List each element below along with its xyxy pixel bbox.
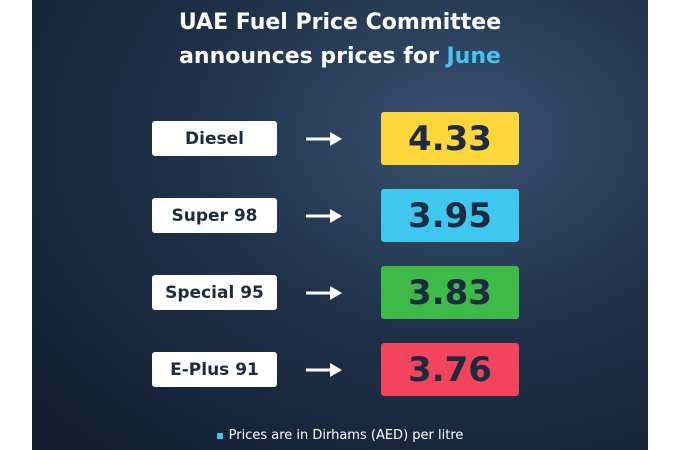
arrow bbox=[304, 208, 344, 224]
arrow-icon bbox=[306, 132, 342, 146]
footnote: Prices are in Dirhams (AED) per litre bbox=[32, 428, 648, 443]
arrow bbox=[304, 131, 344, 147]
panel: UAE Fuel Price Committee announces price… bbox=[32, 0, 648, 450]
arrow-icon bbox=[306, 286, 342, 300]
arrow bbox=[304, 362, 344, 378]
title-text: announces prices for bbox=[179, 44, 439, 69]
title-line: UAE Fuel Price Committee bbox=[178, 10, 502, 35]
title-line: announces prices for June bbox=[32, 40, 648, 74]
price-box: 3.83 bbox=[381, 266, 519, 319]
fuel-label: Special 95 bbox=[152, 275, 277, 310]
price-box: 3.95 bbox=[381, 189, 519, 242]
arrow-icon bbox=[306, 209, 342, 223]
title: UAE Fuel Price Committee announces price… bbox=[32, 6, 648, 74]
fuel-label: Diesel bbox=[152, 121, 277, 156]
price-box: 4.33 bbox=[381, 112, 519, 165]
title-month: June bbox=[446, 44, 501, 69]
bullet bbox=[216, 432, 223, 439]
footnote-text: Prices are in Dirhams (AED) per litre bbox=[228, 428, 464, 443]
price-box: 3.76 bbox=[381, 343, 519, 396]
fuel-label: Super 98 bbox=[152, 198, 277, 233]
arrow bbox=[304, 285, 344, 301]
fuel-label: E-Plus 91 bbox=[152, 352, 277, 387]
arrow-icon bbox=[306, 363, 342, 377]
